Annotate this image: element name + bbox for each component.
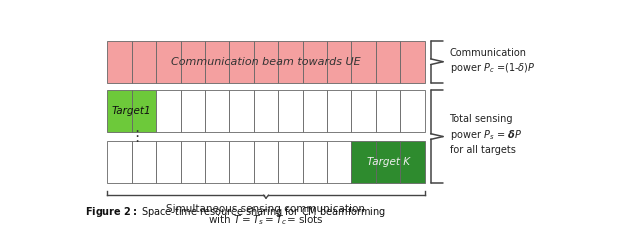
Bar	[303, 41, 327, 83]
Bar	[229, 90, 254, 132]
Bar	[400, 41, 425, 83]
Bar	[180, 90, 205, 132]
Text: Communication: Communication	[449, 48, 527, 58]
Bar	[278, 41, 303, 83]
Text: power $P_c$ =(1-$\delta$)$P$: power $P_c$ =(1-$\delta$)$P$	[449, 61, 535, 75]
Bar	[205, 41, 229, 83]
Bar	[254, 90, 278, 132]
Bar	[205, 90, 229, 132]
Bar	[156, 41, 180, 83]
Bar	[132, 90, 156, 132]
Text: $\mathbf{Figure\ 2:}$ Space-time resource sharing for CM beamforming: $\mathbf{Figure\ 2:}$ Space-time resourc…	[85, 205, 386, 219]
Text: Total sensing: Total sensing	[449, 114, 513, 124]
Bar	[351, 90, 376, 132]
Bar	[108, 141, 132, 183]
Bar	[156, 141, 180, 183]
Bar	[303, 141, 327, 183]
Bar	[327, 41, 351, 83]
Text: Target1: Target1	[112, 106, 152, 116]
Bar	[278, 90, 303, 132]
Bar	[400, 141, 425, 183]
Bar	[303, 90, 327, 132]
Bar	[400, 90, 425, 132]
Bar	[327, 141, 351, 183]
Bar	[351, 41, 376, 83]
Text: Target K: Target K	[367, 157, 410, 167]
Bar	[180, 41, 205, 83]
Text: ⋮: ⋮	[129, 129, 144, 144]
Bar	[108, 90, 132, 132]
Bar	[278, 141, 303, 183]
Bar	[351, 141, 376, 183]
Bar	[254, 141, 278, 183]
Bar	[376, 141, 400, 183]
Bar	[254, 41, 278, 83]
Text: Simultaneous sensing communication: Simultaneous sensing communication	[166, 203, 365, 214]
Bar	[132, 141, 156, 183]
Text: for all targets: for all targets	[449, 145, 515, 155]
Bar	[327, 90, 351, 132]
Text: with $T = T_s$$=T_c$= slots: with $T = T_s$$=T_c$= slots	[208, 213, 324, 227]
Bar	[376, 41, 400, 83]
Bar	[180, 141, 205, 183]
Bar	[376, 90, 400, 132]
Bar	[108, 41, 132, 83]
Bar	[229, 141, 254, 183]
Bar	[132, 41, 156, 83]
Bar	[229, 41, 254, 83]
Bar	[205, 141, 229, 183]
Text: power $P_s$ = $\boldsymbol{\delta}$$P$: power $P_s$ = $\boldsymbol{\delta}$$P$	[449, 128, 522, 142]
Bar	[156, 90, 180, 132]
Text: Communication beam towards UE: Communication beam towards UE	[171, 57, 361, 67]
